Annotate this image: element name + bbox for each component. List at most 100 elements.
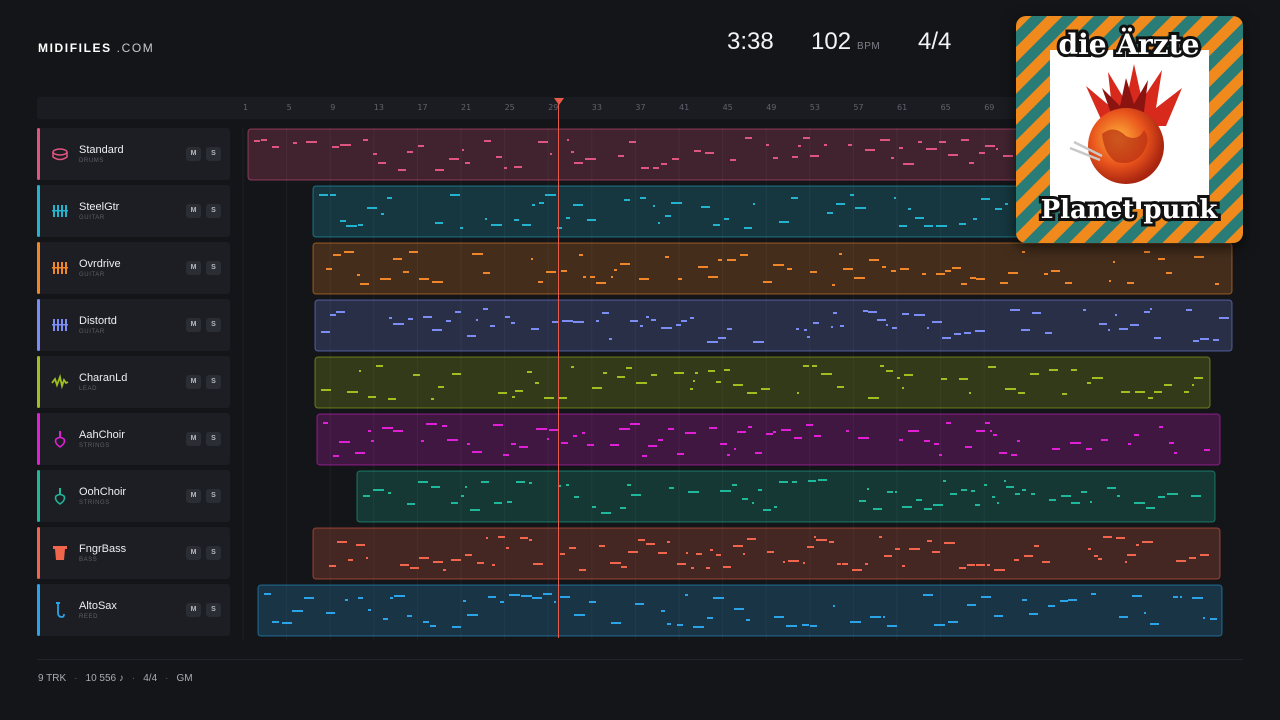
- album-cover-art: die Ärzte Planet punk: [1016, 16, 1243, 243]
- ruler-bar-number: 33: [591, 103, 602, 112]
- brand-suffix: .COM: [116, 41, 155, 55]
- solo-button[interactable]: S: [206, 204, 221, 218]
- ruler-bar-number: 65: [940, 103, 951, 112]
- track-category: LEAD: [79, 386, 98, 392]
- ruler-bar-number: 9: [330, 103, 336, 112]
- ruler-bar-number: 5: [286, 103, 292, 112]
- solo-button[interactable]: S: [206, 375, 221, 389]
- note-pattern: [321, 308, 1229, 343]
- cover-artist: die Ärzte: [1059, 27, 1200, 61]
- wave-icon: [51, 373, 69, 391]
- track-region-fngrbass: [312, 527, 1221, 580]
- footer-standard: GM: [176, 673, 193, 684]
- brand-name: MIDIFILES: [38, 41, 112, 55]
- guitar-icon: [51, 316, 69, 334]
- track-color-stripe: [37, 356, 40, 408]
- track-header-ovrdrive[interactable]: Ovrdrive GUITAR M S: [37, 242, 230, 294]
- mute-button[interactable]: M: [186, 147, 201, 161]
- solo-button[interactable]: S: [206, 603, 221, 617]
- track-category: REED: [79, 614, 99, 620]
- duration-readout: 3:38: [727, 28, 774, 55]
- track-header-charanld[interactable]: CharanLd LEAD M S: [37, 356, 230, 408]
- tempo-value: 102: [811, 28, 852, 55]
- track-header-distortd[interactable]: Distortd GUITAR M S: [37, 299, 230, 351]
- track-header-altosax[interactable]: AltoSax REED M S: [37, 584, 230, 636]
- track-region-ovrdrive: [312, 242, 1233, 295]
- track-category: GUITAR: [79, 215, 105, 221]
- brand-logo[interactable]: MIDIFILES .COM: [38, 41, 154, 55]
- album-cover: die Ärzte Planet punk: [1016, 16, 1243, 243]
- mute-button[interactable]: M: [186, 318, 201, 332]
- track-header-standard[interactable]: Standard DRUMS M S: [37, 128, 230, 180]
- ruler-bar-number: 53: [809, 103, 820, 112]
- track-header-steelgtr[interactable]: SteelGtr GUITAR M S: [37, 185, 230, 237]
- meter-readout: 4/4: [918, 28, 952, 55]
- playhead[interactable]: [558, 98, 559, 638]
- note-pattern: [323, 422, 1210, 457]
- footer-meter: 4/4: [143, 673, 158, 684]
- footer-track-count: 9 TRK: [38, 673, 67, 684]
- ruler-bar-number: 21: [461, 103, 472, 112]
- mute-button[interactable]: M: [186, 375, 201, 389]
- ruler-bar-number: 61: [897, 103, 908, 112]
- track-category: DRUMS: [79, 158, 104, 164]
- ruler-bar-number: 13: [373, 103, 384, 112]
- track-name: OohChoir: [79, 486, 127, 498]
- track-header-aahchoir[interactable]: AahChoir STRINGS M S: [37, 413, 230, 465]
- ruler-bar-number: 25: [504, 103, 515, 112]
- playhead-handle[interactable]: [554, 98, 564, 105]
- solo-button[interactable]: S: [206, 261, 221, 275]
- mute-button[interactable]: M: [186, 204, 201, 218]
- track-category: GUITAR: [79, 272, 105, 278]
- solo-button[interactable]: S: [206, 318, 221, 332]
- track-color-stripe: [37, 470, 40, 522]
- timeline-ruler[interactable]: 1 5 9 13 17 21 25 29 33 37 41 45 49 53 57 61 65 69: [37, 97, 1243, 119]
- solo-button[interactable]: S: [206, 432, 221, 446]
- violin-icon: [51, 487, 69, 505]
- ruler-bar-number: 69: [984, 103, 995, 112]
- track-header-oohchoir[interactable]: OohChoir STRINGS M S: [37, 470, 230, 522]
- track-region-distortd: [314, 299, 1233, 352]
- mohawk-graphic: [1086, 64, 1182, 126]
- ruler-bar-number: 1: [243, 103, 249, 112]
- footer-summary: 9 TRK · 10 556 ♪ · 4/4 · GM: [38, 673, 193, 684]
- track-name: Distortd: [79, 315, 117, 327]
- track-region-oohchoir: [356, 470, 1216, 523]
- track-name: AltoSax: [79, 600, 117, 612]
- track-name: SteelGtr: [79, 201, 120, 213]
- track-color-stripe: [37, 299, 40, 351]
- tempo-unit: BPM: [857, 41, 881, 52]
- guitar-icon: [51, 259, 69, 277]
- track-color-stripe: [37, 527, 40, 579]
- solo-button[interactable]: S: [206, 147, 221, 161]
- drum-icon: [51, 145, 69, 163]
- solo-button[interactable]: S: [206, 546, 221, 560]
- track-name: FngrBass: [79, 543, 127, 555]
- violin-icon: [51, 430, 69, 448]
- track-name: Ovrdrive: [79, 258, 121, 270]
- solo-button[interactable]: S: [206, 489, 221, 503]
- mute-button[interactable]: M: [186, 432, 201, 446]
- ruler-bar-number: 37: [635, 103, 646, 112]
- song-stats: 3:38 102 BPM 4/4: [0, 28, 1280, 62]
- track-region-charanld: [314, 356, 1211, 409]
- mute-button[interactable]: M: [186, 489, 201, 503]
- mute-button[interactable]: M: [186, 546, 201, 560]
- bass-icon: [51, 544, 69, 562]
- track-category: STRINGS: [79, 500, 110, 506]
- track-color-stripe: [37, 584, 40, 636]
- track-category: GUITAR: [79, 329, 105, 335]
- track-header-fngrbass[interactable]: FngrBass BASS M S: [37, 527, 230, 579]
- note-pattern: [363, 479, 1201, 514]
- track-color-stripe: [37, 128, 40, 180]
- track-color-stripe: [37, 242, 40, 294]
- track-color-stripe: [37, 413, 40, 465]
- cover-title: Planet punk: [1041, 195, 1219, 225]
- note-pattern: [326, 251, 1219, 286]
- ruler-bar-number: 41: [679, 103, 690, 112]
- ruler-bar-number: 49: [766, 103, 777, 112]
- ruler-bar-number: 17: [417, 103, 428, 112]
- ruler-bar-number: 57: [853, 103, 864, 112]
- mute-button[interactable]: M: [186, 261, 201, 275]
- mute-button[interactable]: M: [186, 603, 201, 617]
